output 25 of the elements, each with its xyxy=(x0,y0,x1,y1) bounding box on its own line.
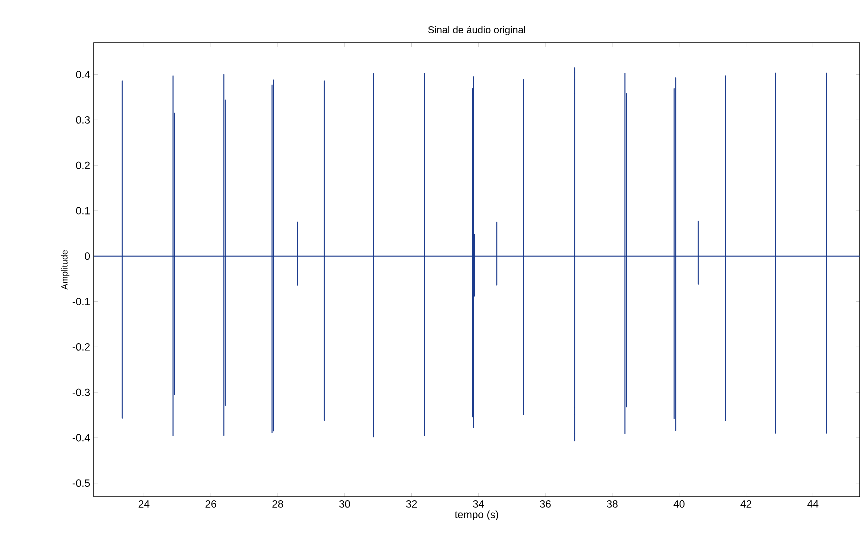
x-tick-label: 30 xyxy=(339,500,350,508)
y-tick-label: -0.1 xyxy=(72,298,90,306)
x-axis-title: tempo (s) xyxy=(455,510,498,521)
y-tick-label: 0.4 xyxy=(76,71,90,78)
y-tick-label: 0.3 xyxy=(76,116,90,124)
x-tick-label: 28 xyxy=(272,500,284,508)
y-tick-label: -0.2 xyxy=(72,343,90,351)
x-tick-label: 36 xyxy=(540,500,551,508)
x-tick-label: 44 xyxy=(808,500,819,508)
y-axis-title: Amplitude xyxy=(61,250,70,290)
line-series xyxy=(94,67,860,442)
x-tick-label: 42 xyxy=(740,500,752,508)
y-tick-label: -0.4 xyxy=(72,434,90,442)
y-tick-label: 0.2 xyxy=(76,162,90,170)
chart-title: Sinal de áudio original xyxy=(428,26,526,36)
x-tick-label: 26 xyxy=(206,500,216,508)
x-tick-label: 34 xyxy=(473,500,484,508)
y-tick-label: -0.3 xyxy=(72,388,90,396)
y-tick-label: 0 xyxy=(85,252,90,260)
x-tick-label: 24 xyxy=(138,500,150,508)
x-tick-label: 38 xyxy=(607,500,618,508)
y-tick-label: -0.5 xyxy=(72,480,90,488)
x-tick-label: 32 xyxy=(406,500,418,508)
y-tick-label: 0.1 xyxy=(76,207,90,215)
x-tick-label: 40 xyxy=(674,500,685,508)
